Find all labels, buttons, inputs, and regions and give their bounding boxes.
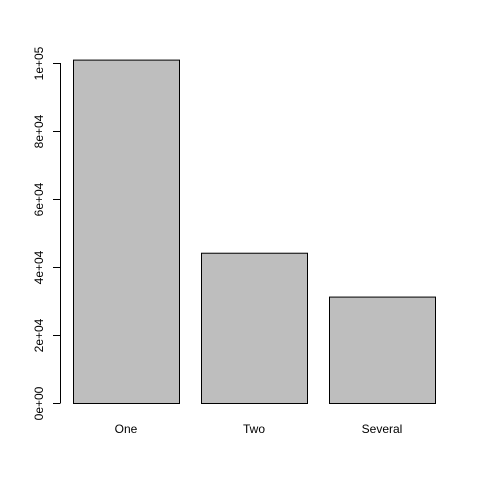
bar-two xyxy=(201,252,308,404)
y-tick-label: 6e+04 xyxy=(32,182,46,216)
y-tick-label: 1e+05 xyxy=(32,46,46,80)
y-axis: 0e+00 2e+04 4e+04 6e+04 8e+04 1e+05 xyxy=(32,46,61,420)
x-tick-label-two: Two xyxy=(243,422,265,436)
y-tick-label: 4e+04 xyxy=(32,250,46,284)
bar-one xyxy=(73,59,180,404)
y-tick-label: 2e+04 xyxy=(32,318,46,352)
y-tick-label: 8e+04 xyxy=(32,114,46,148)
x-tick-label-several: Several xyxy=(362,422,403,436)
y-tick-label: 0e+00 xyxy=(32,386,46,420)
bar-several xyxy=(329,296,436,404)
bars-layer xyxy=(73,59,436,404)
x-tick-label-one: One xyxy=(115,422,138,436)
x-axis-labels: One Two Several xyxy=(115,422,403,436)
